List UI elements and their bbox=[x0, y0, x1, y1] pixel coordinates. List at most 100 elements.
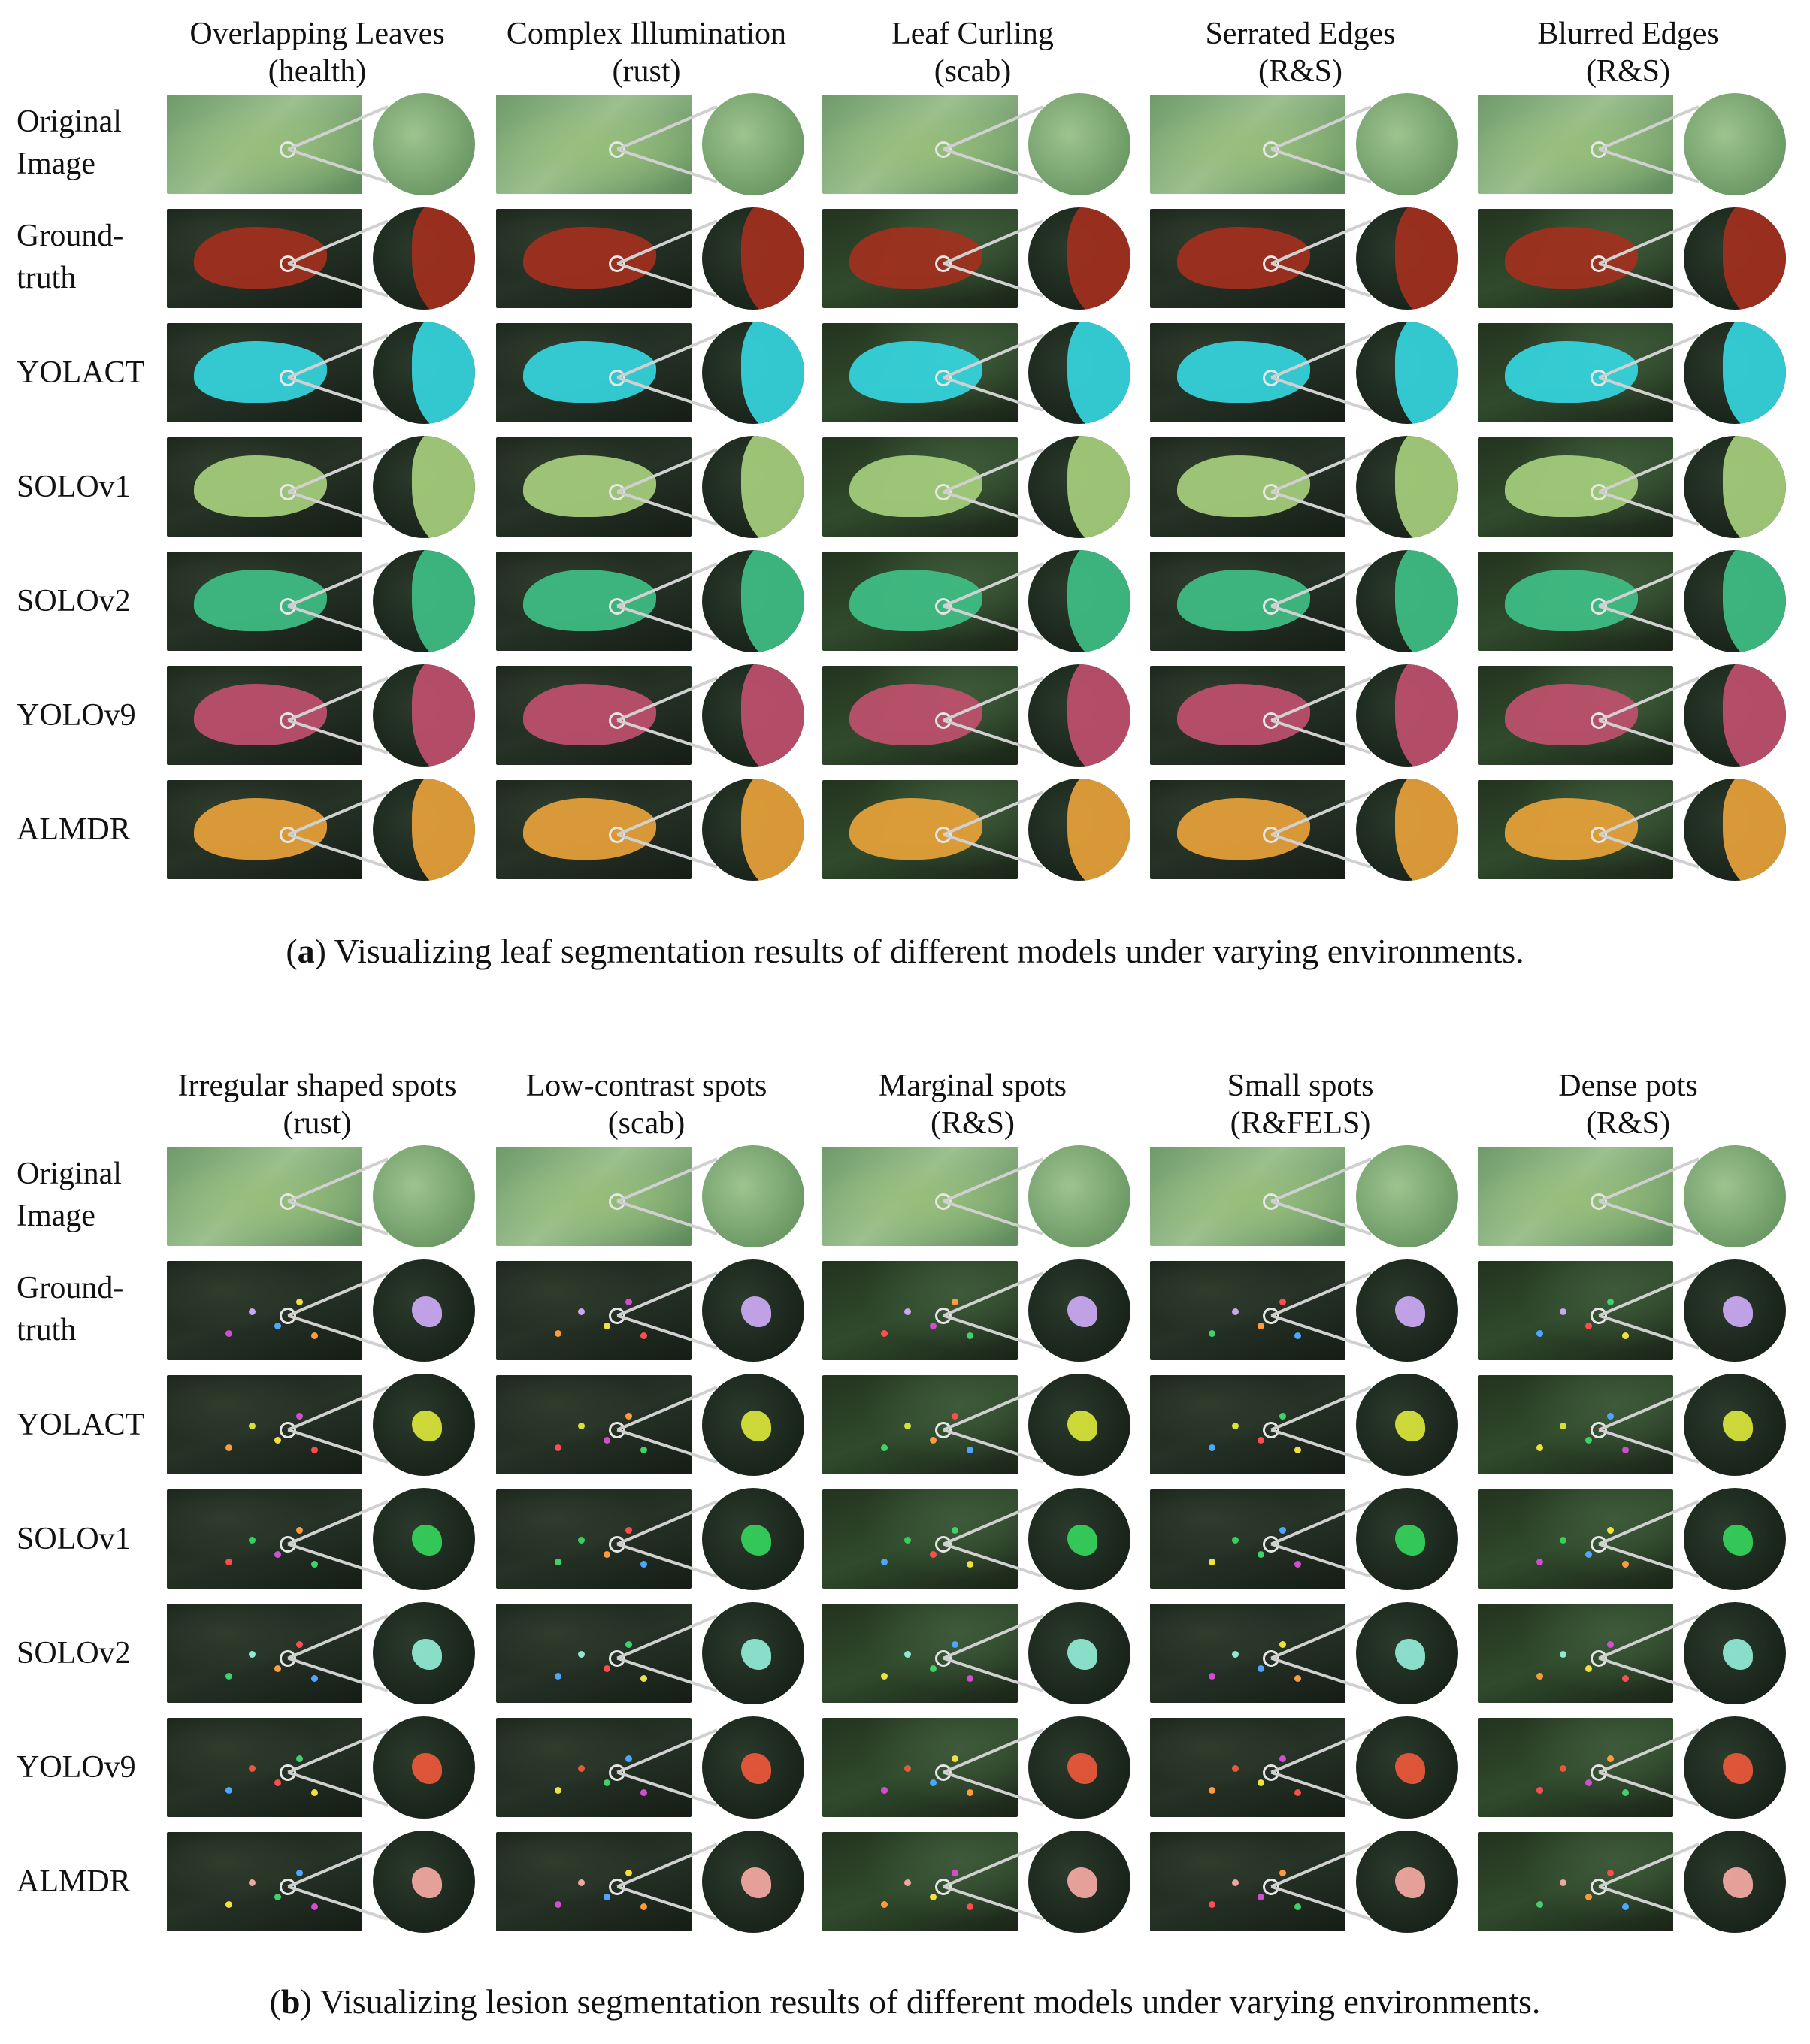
leaf-mask-overlay bbox=[1505, 797, 1639, 860]
lesion-spot-overlay bbox=[1560, 1765, 1567, 1773]
row-label: ALMDR bbox=[17, 1861, 167, 1903]
segmentation-result-image bbox=[496, 1718, 692, 1817]
zoom-marker-circle bbox=[609, 255, 626, 272]
zoomed-detail-view bbox=[1684, 322, 1786, 424]
zoomed-detail-view bbox=[373, 436, 475, 538]
segmentation-result-image bbox=[1478, 666, 1673, 765]
zoomed-detail-view bbox=[1028, 1488, 1130, 1590]
segmentation-result-image bbox=[1150, 1832, 1345, 1931]
segmentation-result-image bbox=[167, 1489, 362, 1589]
zoom-marker-circle bbox=[1263, 483, 1280, 500]
row-label: Original Image bbox=[17, 1153, 167, 1237]
zoomed-lesion-mask bbox=[1394, 1867, 1426, 1898]
lesion-spot-overlay bbox=[225, 1330, 232, 1338]
lesion-spot-overlay bbox=[604, 1893, 610, 1900]
zoomed-detail-view bbox=[1028, 207, 1130, 310]
zoom-marker-circle bbox=[280, 1535, 297, 1553]
row-label-line: YOLACT bbox=[17, 355, 145, 390]
lesion-spot-overlay bbox=[311, 1789, 319, 1797]
zoom-marker-circle bbox=[280, 141, 297, 158]
zoom-marker-circle bbox=[935, 712, 952, 729]
zoomed-detail-view bbox=[1028, 779, 1130, 881]
zoom-marker-circle bbox=[1591, 1535, 1608, 1553]
leaf-mask-overlay bbox=[1505, 683, 1639, 745]
lesion-spot-overlay bbox=[578, 1423, 586, 1430]
lesion-spot-overlay bbox=[904, 1879, 912, 1887]
lesion-spot-overlay bbox=[1536, 1673, 1543, 1680]
lesion-spot-overlay bbox=[1279, 1299, 1286, 1306]
lesion-spot-overlay bbox=[311, 1447, 319, 1454]
row-label-line: Image bbox=[17, 1199, 95, 1233]
zoomed-lesion-mask bbox=[1722, 1410, 1754, 1441]
original-image-thumbnail bbox=[167, 1147, 362, 1246]
segmentation-result-image bbox=[496, 1489, 692, 1589]
segmentation-result-image bbox=[822, 1604, 1018, 1703]
zoom-marker-circle bbox=[1263, 826, 1280, 843]
zoomed-detail-view bbox=[1356, 322, 1458, 424]
row-label-line: ALMDR bbox=[17, 1864, 131, 1899]
segmentation-result-image bbox=[1150, 1261, 1345, 1360]
lesion-spot-overlay bbox=[930, 1665, 937, 1672]
zoomed-leaf-mask bbox=[1722, 207, 1786, 310]
lesion-spot-overlay bbox=[1279, 1870, 1286, 1877]
zoom-marker-circle bbox=[935, 1878, 952, 1895]
lesion-spot-overlay bbox=[640, 1561, 648, 1568]
lesion-spot-overlay bbox=[1606, 1413, 1614, 1420]
lesion-spot-overlay bbox=[625, 1299, 632, 1306]
lesion-spot-overlay bbox=[1536, 1787, 1543, 1795]
zoomed-lesion-mask bbox=[1394, 1638, 1426, 1670]
lesion-spot-overlay bbox=[625, 1527, 632, 1535]
zoom-marker-circle bbox=[609, 483, 626, 500]
row-label-line: Original bbox=[17, 104, 122, 139]
zoomed-leaf-mask bbox=[1394, 550, 1458, 652]
lesion-spot-overlay bbox=[1585, 1665, 1592, 1672]
zoomed-detail-view bbox=[702, 1259, 804, 1362]
lesion-spot-overlay bbox=[604, 1322, 610, 1329]
segmentation-result-image bbox=[822, 1832, 1018, 1931]
segmentation-result-image bbox=[1150, 552, 1345, 651]
column-subtitle: (health) bbox=[268, 54, 367, 89]
row-label-line: SOLOv2 bbox=[17, 1636, 131, 1671]
segmentation-result-image bbox=[822, 437, 1018, 537]
lesion-spot-overlay bbox=[951, 1641, 958, 1649]
zoom-marker-circle bbox=[280, 483, 297, 500]
panel-a-leaf-segmentation: Overlapping Leaves (health) Complex Illumi… bbox=[0, 0, 1810, 992]
zoomed-leaf-mask bbox=[740, 207, 804, 310]
zoomed-leaf-mask bbox=[740, 664, 804, 766]
lesion-spot-overlay bbox=[640, 1332, 648, 1340]
original-image-thumbnail bbox=[822, 95, 1018, 194]
leaf-mask-overlay bbox=[523, 340, 657, 403]
zoomed-detail-view bbox=[1028, 1259, 1130, 1362]
zoom-marker-circle bbox=[280, 1307, 297, 1324]
zoomed-detail-view bbox=[1356, 1831, 1458, 1933]
lesion-spot-overlay bbox=[1622, 1447, 1630, 1454]
zoom-marker-circle bbox=[935, 483, 952, 500]
row-label: YOLACT bbox=[17, 1404, 167, 1446]
zoomed-detail-view bbox=[1684, 1488, 1786, 1590]
lesion-spot-overlay bbox=[225, 1673, 232, 1680]
zoomed-detail-view bbox=[1684, 664, 1786, 766]
zoom-marker-circle bbox=[280, 369, 297, 386]
zoom-marker-circle bbox=[609, 1307, 626, 1324]
lesion-spot-overlay bbox=[1209, 1787, 1215, 1795]
zoomed-detail-view bbox=[1028, 1374, 1130, 1476]
leaf-mask-overlay bbox=[523, 683, 657, 745]
leaf-mask-overlay bbox=[849, 340, 983, 403]
lesion-spot-overlay bbox=[225, 1444, 232, 1452]
zoomed-detail-view bbox=[1356, 436, 1458, 538]
lesion-spot-overlay bbox=[1536, 1559, 1543, 1566]
row-label: YOLOv9 bbox=[17, 1746, 167, 1788]
zoomed-detail-view bbox=[373, 664, 475, 766]
row-label: SOLOv1 bbox=[17, 466, 167, 508]
lesion-spot-overlay bbox=[967, 1675, 974, 1683]
zoomed-leaf-mask bbox=[1067, 779, 1130, 881]
row-label-line: SOLOv2 bbox=[17, 584, 131, 618]
zoomed-detail-view bbox=[373, 93, 475, 195]
panel-b-lesion-segmentation: Irregular shaped spots (rust) Low-contrast… bbox=[0, 1052, 1810, 2033]
row-label: Ground-truth bbox=[17, 215, 167, 299]
zoom-marker-circle bbox=[935, 141, 952, 158]
lesion-spot-overlay bbox=[881, 1673, 888, 1680]
panel-b-caption: (b) Visualizing lesion segmentation resu… bbox=[269, 1982, 1541, 2021]
lesion-spot-overlay bbox=[225, 1787, 232, 1795]
lesion-spot-overlay bbox=[881, 1444, 888, 1452]
